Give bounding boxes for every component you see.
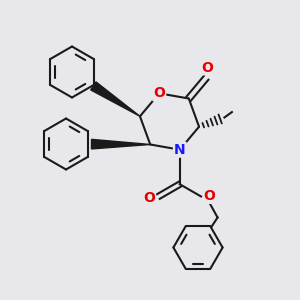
Text: N: N [174,143,186,157]
Polygon shape [92,139,150,149]
Text: O: O [203,190,215,203]
Polygon shape [91,82,140,116]
Text: O: O [202,61,214,75]
Text: O: O [153,86,165,100]
Text: O: O [144,191,155,205]
